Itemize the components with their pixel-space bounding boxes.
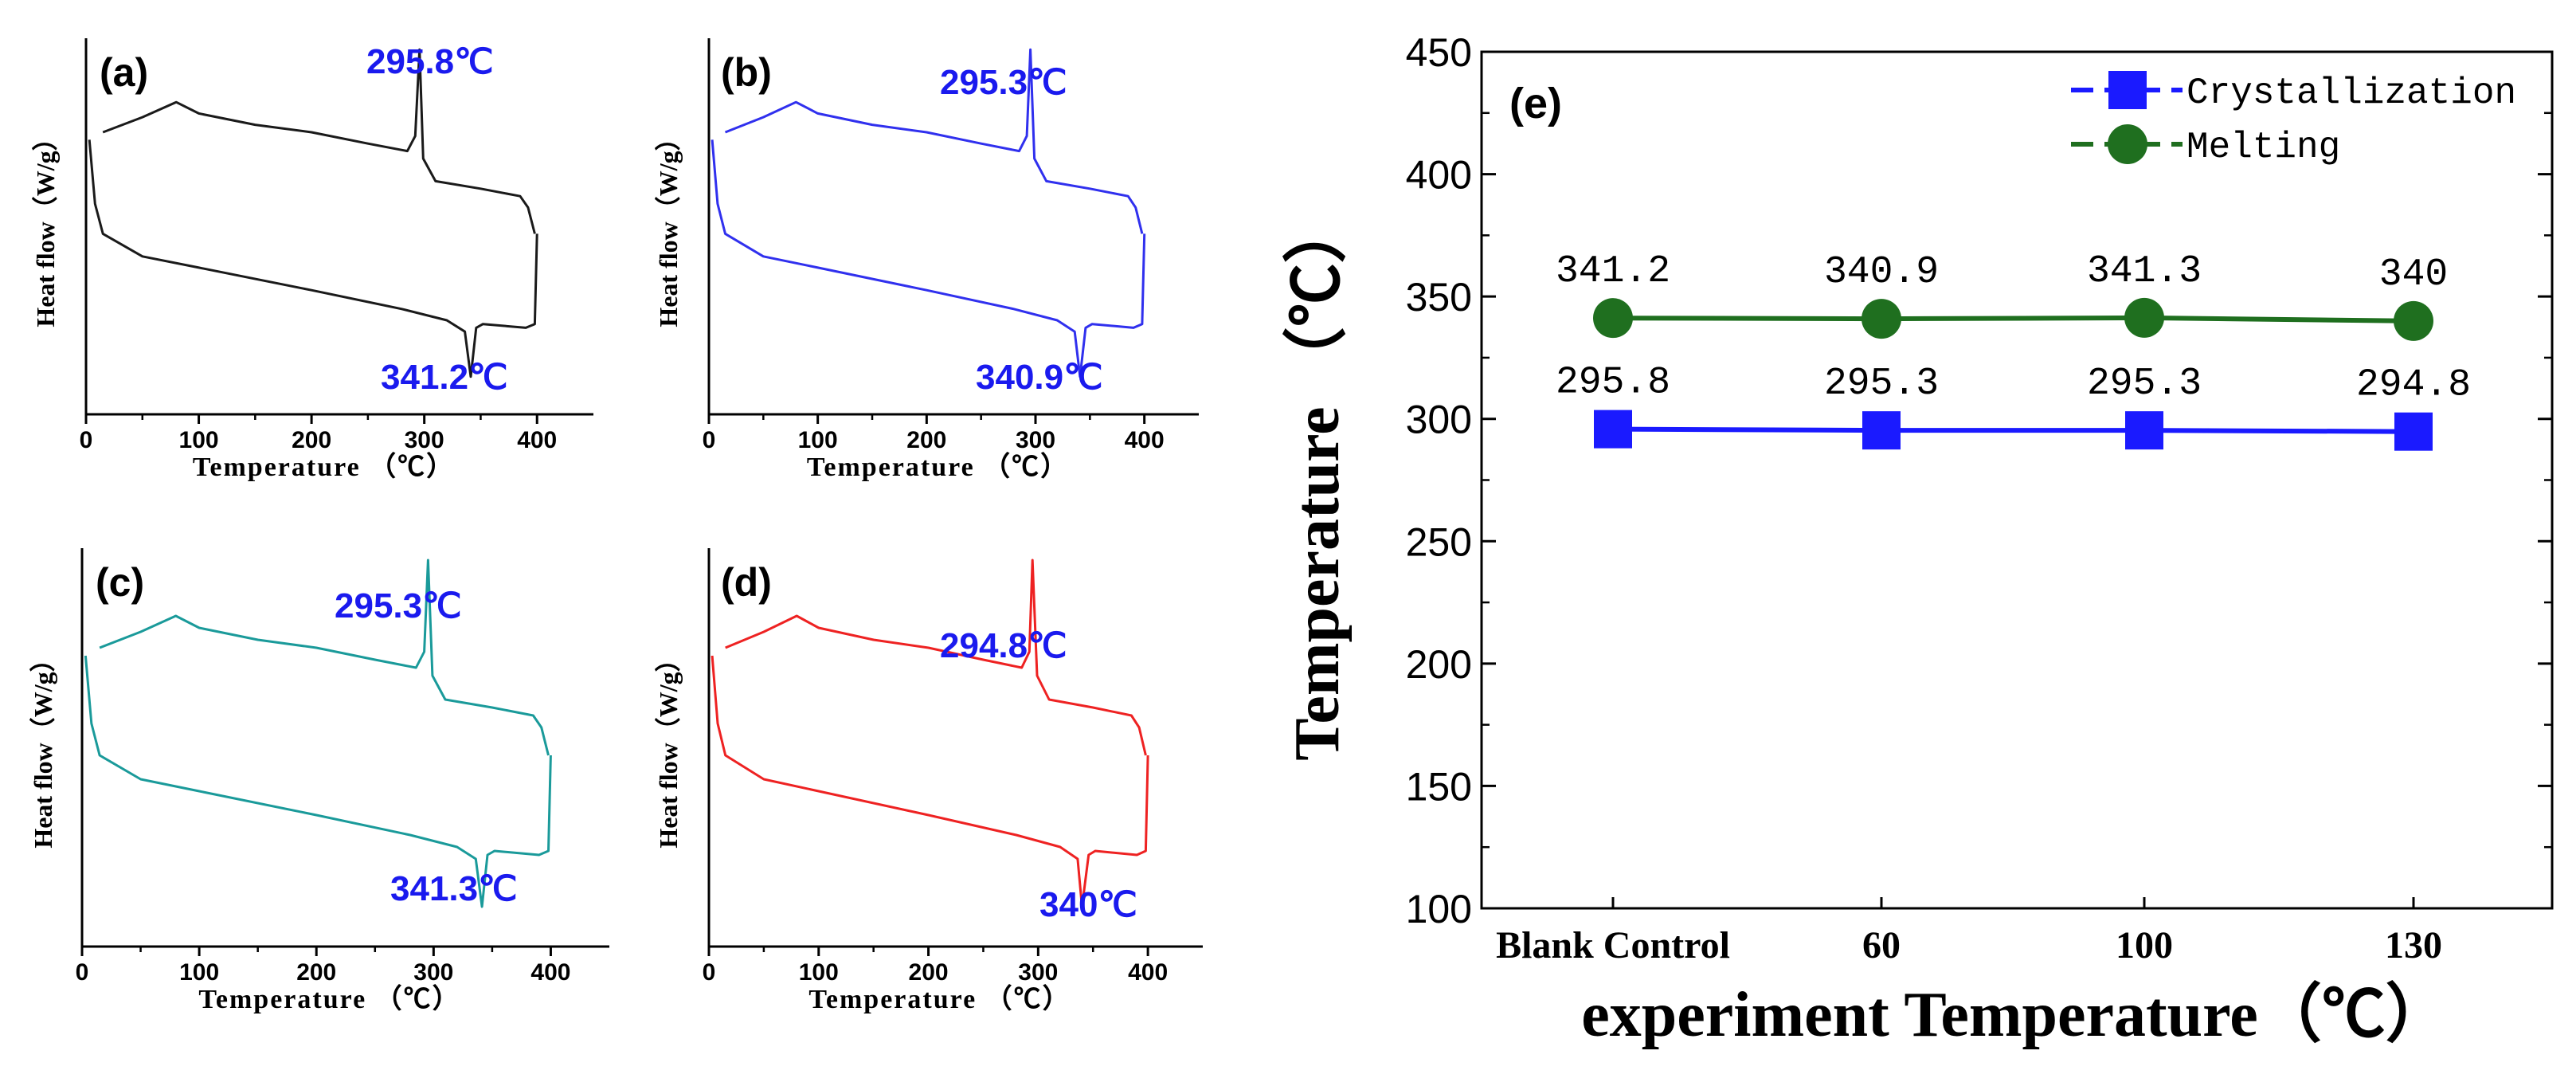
crystallization-peak-label: 295.3℃ xyxy=(335,586,462,625)
x-tick-label: Blank Control xyxy=(1496,924,1730,966)
x-tick-label: 200 xyxy=(296,959,336,986)
y-axis-label: Heat flow（W/g） xyxy=(31,125,60,327)
legend-label: Crystallization xyxy=(2186,73,2516,114)
y-axis-label: Heat flow（W/g） xyxy=(654,125,683,327)
dsc-panel-c: 0 100 200 300 400 Temperature （℃） Heat flow（W/… xyxy=(29,548,609,1014)
dsc-panel-a: 0 100 200 300 400 Temperature （℃） Heat flow（W/… xyxy=(31,38,593,482)
x-tick-label: 200 xyxy=(906,427,946,453)
plot-frame xyxy=(1480,50,2554,910)
panel-label: (a) xyxy=(100,50,148,95)
cooling-curve xyxy=(102,48,536,234)
heating-curve xyxy=(84,655,552,908)
y-tick-label: 400 xyxy=(1406,153,1472,198)
x-tick-label: 100 xyxy=(179,959,219,986)
x-axis-label: Temperature （℃） xyxy=(808,983,1071,1014)
x-axis-label: Temperature （℃） xyxy=(193,451,455,482)
x-tick-label: 0 xyxy=(80,427,93,453)
y-axis-label: Heat flow（W/g） xyxy=(29,646,57,848)
x-tick-label: 130 xyxy=(2385,924,2442,966)
x-tick-label: 0 xyxy=(76,959,89,986)
data-point xyxy=(1594,410,1632,449)
crystallization-peak-label: 295.8℃ xyxy=(366,42,494,81)
x-tick-label: 300 xyxy=(1018,959,1058,986)
x-tick-label: 100 xyxy=(179,427,219,453)
melting-peak-label: 341.3℃ xyxy=(390,869,518,908)
y-tick-label: 450 xyxy=(1406,30,1472,75)
data-point xyxy=(1862,299,1901,339)
legend-marker xyxy=(2108,124,2147,164)
x-axis-label: Temperature （℃） xyxy=(198,983,460,1014)
y-axis-label: Heat flow（W/g） xyxy=(654,646,683,848)
cooling-curve xyxy=(725,559,1147,756)
heating-curve xyxy=(711,655,1149,908)
summary-panel-e: 100 150 200 250 300 350 400 450 Blank Control 60 1… xyxy=(1282,30,2554,1050)
x-tick-label: 200 xyxy=(909,959,949,986)
x-axis-label: Temperature （℃） xyxy=(807,451,1069,482)
crystallization-peak-label: 294.8℃ xyxy=(940,626,1067,665)
data-label: 295.8 xyxy=(1556,362,1670,405)
panel-label: (d) xyxy=(721,560,772,605)
series-melting: 341.2 340.9 341.3 340 xyxy=(1556,250,2448,341)
dsc-panel-b: 0 100 200 300 400 Temperature （℃） Heat flow（W/… xyxy=(654,38,1199,482)
x-tick-label: 400 xyxy=(1125,427,1165,453)
data-label: 341.2 xyxy=(1556,250,1670,293)
series-line xyxy=(1612,315,2414,323)
legend: Crystallization Melting xyxy=(2071,71,2516,168)
y-tick-label: 100 xyxy=(1406,887,1472,931)
melting-peak-label: 340℃ xyxy=(1039,885,1137,924)
heating-curve xyxy=(88,139,538,378)
series-crystallization: 295.8 295.3 295.3 294.8 xyxy=(1556,362,2471,451)
series-line xyxy=(1612,426,2414,434)
panel-label: (e) xyxy=(1509,80,1562,127)
cooling-curve xyxy=(724,48,1144,234)
x-tick-label: 0 xyxy=(703,427,716,453)
y-tick-label: 300 xyxy=(1406,398,1472,442)
x-tick-label: 100 xyxy=(2116,924,2173,966)
data-point xyxy=(2394,412,2433,451)
y-tick-label: 250 xyxy=(1406,519,1472,564)
legend-label: Melting xyxy=(2186,127,2340,168)
panel-label: (b) xyxy=(721,50,772,95)
data-label: 295.3 xyxy=(2087,363,2202,406)
melting-peak-label: 341.2℃ xyxy=(381,358,508,397)
x-axis-label: experiment Temperature（℃） xyxy=(1581,980,2449,1050)
cooling-curve xyxy=(99,559,550,756)
data-label: 295.3 xyxy=(1824,363,1939,406)
heating-curve xyxy=(711,139,1146,378)
y-axis-label: Temperature （℃） xyxy=(1282,199,1353,760)
data-point xyxy=(2124,297,2164,338)
data-label: 340 xyxy=(2379,253,2448,296)
melting-peak-label: 340.9℃ xyxy=(976,358,1103,397)
dsc-panel-d: 0 100 200 300 400 Temperature （℃） Heat flow（W/… xyxy=(654,548,1203,1014)
y-tick-label: 350 xyxy=(1406,275,1472,320)
x-tick-label: 300 xyxy=(413,959,453,986)
x-tick-label: 100 xyxy=(799,959,839,986)
x-tick-label: 300 xyxy=(1016,427,1055,453)
x-tick-label: 400 xyxy=(517,427,557,453)
x-tick-label: 400 xyxy=(1128,959,1168,986)
data-point xyxy=(2394,300,2433,341)
data-label: 340.9 xyxy=(1824,251,1939,294)
x-tick-label: 100 xyxy=(798,427,838,453)
y-tick-label: 150 xyxy=(1406,764,1472,809)
x-tick-label: 200 xyxy=(292,427,331,453)
x-tick-label: 300 xyxy=(405,427,444,453)
data-point xyxy=(2125,411,2163,450)
crystallization-peak-label: 295.3℃ xyxy=(940,63,1067,102)
data-label: 341.3 xyxy=(2087,250,2202,293)
data-label: 294.8 xyxy=(2356,364,2471,407)
data-point xyxy=(1593,298,1633,339)
panel-label: (c) xyxy=(96,560,144,605)
x-tick-label: 60 xyxy=(1862,924,1901,966)
y-tick-label: 200 xyxy=(1406,642,1472,687)
legend-marker xyxy=(2108,71,2147,109)
data-point xyxy=(1862,411,1901,450)
x-tick-label: 400 xyxy=(530,959,570,986)
x-tick-label: 0 xyxy=(703,959,716,986)
